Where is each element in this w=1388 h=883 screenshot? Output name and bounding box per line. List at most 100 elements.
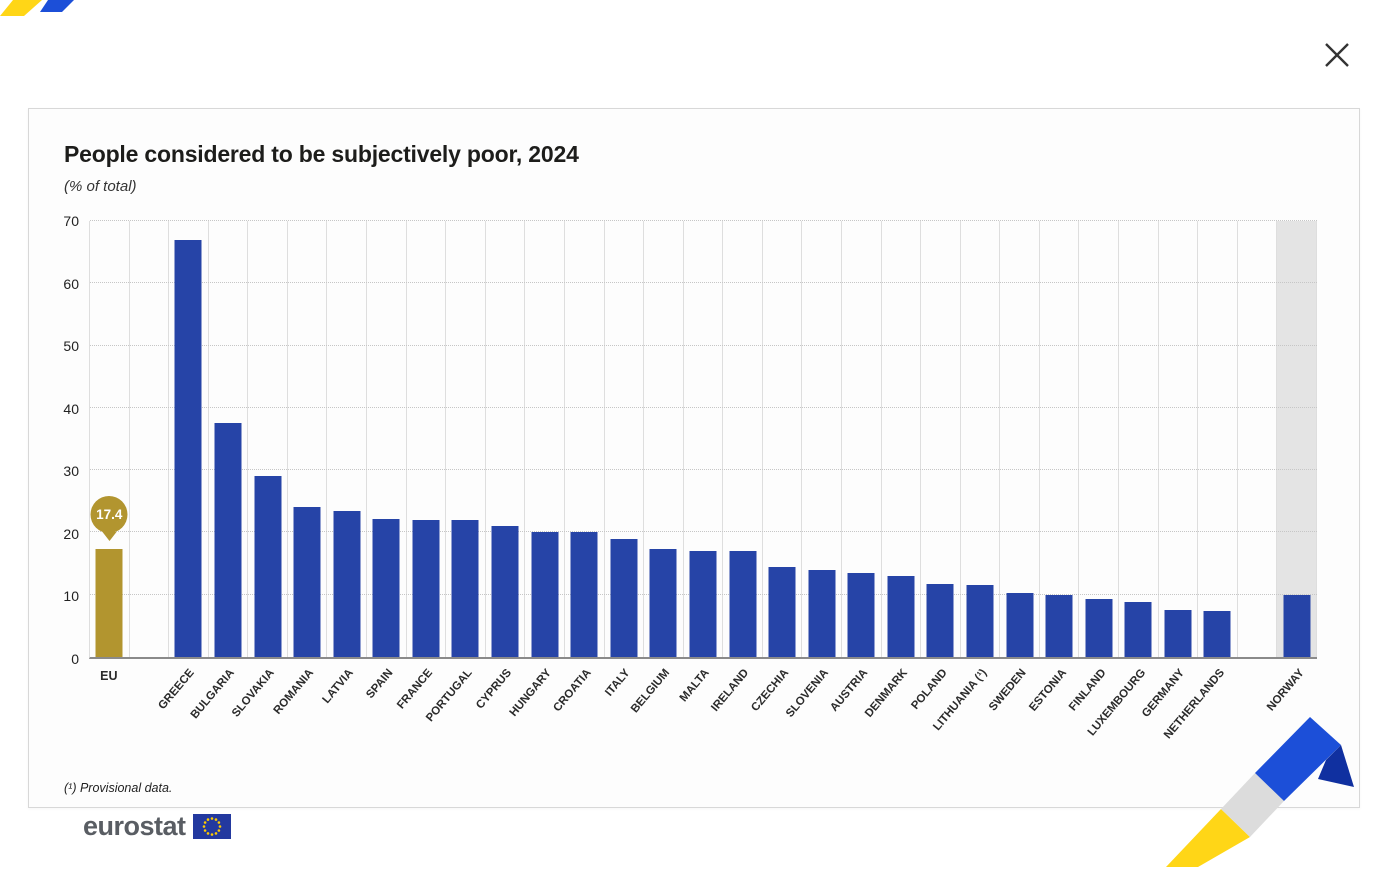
- bar-column-denmark: [882, 221, 922, 657]
- bar-column-hungary: [525, 221, 565, 657]
- bar-column-latvia: [327, 221, 368, 657]
- bar-column-luxembourg: [1119, 221, 1159, 657]
- bar-germany[interactable]: [1164, 610, 1192, 657]
- x-label-cell: HUNGARY: [507, 659, 565, 771]
- bar-latvia[interactable]: [333, 510, 361, 657]
- eurostat-logo-text: eurostat: [83, 811, 186, 841]
- bar-cyprus[interactable]: [491, 526, 519, 657]
- close-button[interactable]: [1320, 38, 1354, 72]
- bar-column-slovakia: [248, 221, 288, 657]
- bar-column-slovenia: [802, 221, 842, 657]
- bar-column-malta: [684, 221, 724, 657]
- eu-flag-icon: [192, 814, 231, 839]
- close-icon: [1325, 43, 1349, 67]
- corner-ribbon-bottom-right-icon: [1166, 717, 1354, 867]
- eu-value-callout: 17.4: [90, 495, 128, 541]
- y-axis-tick-label: 20: [63, 525, 79, 542]
- x-label-cell: CROATIA: [551, 659, 604, 771]
- bar-austria[interactable]: [847, 572, 875, 657]
- x-axis-label-italy: ITALY: [603, 667, 633, 699]
- bar-column-eu: 17.4: [90, 221, 130, 657]
- bar-column-romania: [288, 221, 328, 657]
- label-spacer: [129, 659, 169, 771]
- x-axis-label-malta: MALTA: [678, 667, 713, 705]
- bar-luxembourg[interactable]: [1124, 602, 1152, 657]
- bar-eu[interactable]: [95, 548, 123, 657]
- bar-hungary[interactable]: [531, 532, 559, 657]
- bar-column-austria: [842, 221, 882, 657]
- bar-slovakia[interactable]: [254, 475, 282, 657]
- bar-ireland[interactable]: [729, 551, 757, 657]
- gridline: [90, 220, 1317, 221]
- bar-croatia[interactable]: [570, 532, 598, 657]
- bar-column-norway: [1277, 221, 1317, 657]
- bar-column-ireland: [723, 221, 763, 657]
- y-axis: 0 10 20 30 40 50 60 70: [51, 213, 89, 667]
- x-label-cell: LATVIA: [320, 659, 367, 771]
- y-axis-tick-label: 30: [63, 463, 79, 480]
- y-axis-tick-label: 0: [71, 651, 79, 667]
- gridline: [90, 344, 1317, 346]
- bar-sweden[interactable]: [1006, 593, 1034, 657]
- bar-column-estonia: [1040, 221, 1080, 657]
- x-label-cell: SLOVENIA: [784, 659, 842, 771]
- x-label-cell: LITHUANIA (¹): [931, 659, 1000, 771]
- plot-area: 17.4: [89, 220, 1317, 659]
- bar-slovenia[interactable]: [808, 570, 836, 657]
- y-axis-tick-label: 70: [63, 213, 79, 229]
- x-label-cell: SPAIN: [364, 659, 406, 771]
- plot-wrap: 17.4 EU GREECE BULGARIA SLOVAKIA ROMANIA LATV…: [89, 220, 1317, 771]
- y-axis-tick-label: 50: [63, 338, 79, 355]
- bar-column-belgium: [644, 221, 684, 657]
- x-label-cell: BELGIUM: [629, 659, 684, 771]
- y-axis-tick-label: 10: [63, 588, 79, 605]
- bar-column-bulgaria: [209, 221, 249, 657]
- x-axis-labels: EU GREECE BULGARIA SLOVAKIA ROMANIA LATVIA SPA…: [89, 659, 1317, 771]
- bar-belgium[interactable]: [649, 548, 677, 657]
- bar-column-france: [407, 221, 447, 657]
- bar-estonia[interactable]: [1045, 594, 1073, 657]
- bar-france[interactable]: [412, 519, 440, 657]
- bar-column-germany: [1159, 221, 1199, 657]
- bar-column-croatia: [565, 221, 605, 657]
- bar-column-portugal: [446, 221, 486, 657]
- x-label-cell: ESTONIA: [1027, 659, 1080, 771]
- footnote: (¹) Provisional data.: [64, 781, 173, 795]
- bar-column-netherlands: [1198, 221, 1238, 657]
- x-label-cell: ROMANIA: [272, 659, 327, 771]
- bar-portugal[interactable]: [451, 519, 479, 657]
- chart-title: People considered to be subjectively poo…: [64, 141, 579, 167]
- chart-subtitle: (% of total): [64, 178, 137, 195]
- bar-column-greece: [169, 221, 209, 657]
- gridline: [90, 406, 1317, 408]
- bar-netherlands[interactable]: [1203, 610, 1231, 657]
- bar-czechia[interactable]: [768, 566, 796, 657]
- bar-column-czechia: [763, 221, 803, 657]
- bar-italy[interactable]: [610, 538, 638, 657]
- bar-romania[interactable]: [293, 506, 321, 657]
- column-spacer: [1238, 221, 1278, 657]
- bar-malta[interactable]: [689, 550, 717, 657]
- bar-poland[interactable]: [926, 583, 954, 657]
- eurostat-logo: eurostat: [83, 811, 231, 842]
- bar-column-poland: [921, 221, 961, 657]
- bar-spain[interactable]: [372, 519, 400, 657]
- bar-column-finland: [1079, 221, 1120, 657]
- column-spacer: [130, 221, 170, 657]
- x-label-cell: PORTUGAL: [424, 659, 485, 771]
- bar-finland[interactable]: [1085, 599, 1113, 657]
- y-axis-tick-label: 40: [63, 400, 79, 417]
- bar-norway[interactable]: [1283, 594, 1311, 657]
- x-label-cell: EU: [89, 659, 129, 771]
- gridline: [90, 531, 1317, 533]
- y-axis-tick-label: 60: [63, 275, 79, 292]
- bar-denmark[interactable]: [887, 576, 915, 657]
- gridline: [90, 469, 1317, 471]
- x-label-cell: IRELAND: [710, 659, 763, 771]
- bar-lithuania[interactable]: [966, 584, 994, 657]
- x-axis-label-eu: EU: [100, 669, 118, 683]
- bar-column-spain: [367, 221, 407, 657]
- bar-bulgaria[interactable]: [214, 422, 242, 657]
- bar-greece[interactable]: [174, 239, 202, 657]
